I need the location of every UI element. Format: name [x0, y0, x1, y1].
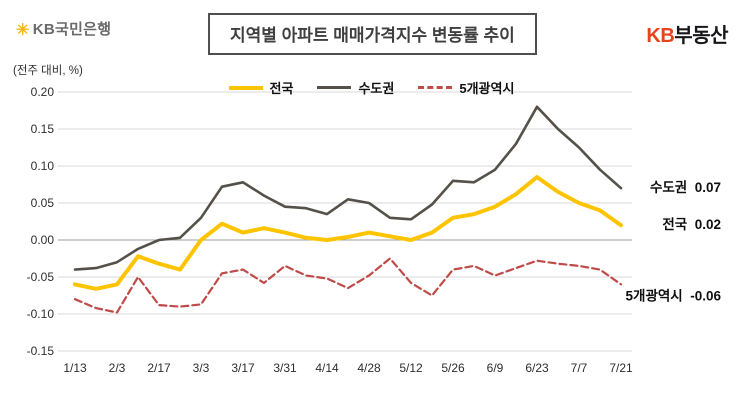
x-tick-label: 7/7	[571, 361, 588, 375]
y-tick-label: 0.20	[31, 85, 55, 99]
legend-label-five-metro-cities: 5개광역시	[459, 81, 515, 96]
y-tick-label: -0.05	[27, 270, 55, 284]
y-tick-label: 0.10	[31, 159, 55, 173]
x-tick-label: 4/14	[315, 361, 339, 375]
y-tick-label: 0.05	[31, 196, 55, 210]
end-label-capital-area: 수도권 0.07	[650, 180, 721, 195]
chart-legend: 전국 수도권 5개광역시	[0, 78, 743, 97]
series-line-nationwide	[73, 175, 623, 291]
legend-swatch-capital-area	[317, 86, 352, 89]
x-tick-label: 2/17	[147, 361, 171, 375]
y-tick-label: -0.15	[27, 344, 55, 358]
chart-title: 지역별 아파트 매매가격지수 변동률 추이	[208, 13, 537, 55]
y-tick-label: -0.10	[27, 307, 55, 321]
kb-realestate-kb-text: KB	[646, 25, 675, 47]
x-tick-label: 5/12	[399, 361, 423, 375]
kb-bank-logo-text: KB국민은행	[32, 21, 112, 38]
y-tick-label: 0.15	[31, 122, 55, 136]
x-tick-label: 6/23	[525, 361, 549, 375]
x-tick-label: 3/17	[231, 361, 255, 375]
end-label-five-metro-cities: 5개광역시 -0.06	[626, 287, 722, 303]
x-tick-label: 3/3	[193, 361, 210, 375]
y-axis-unit-label: (전주 대비, %)	[13, 65, 83, 77]
legend-item-nationwide: 전국	[228, 78, 294, 97]
x-tick-label: 5/26	[441, 361, 465, 375]
kb-star-icon: ✳	[16, 22, 30, 39]
kb-realestate-text: 부동산	[674, 25, 728, 47]
x-tick-label: 2/3	[109, 361, 126, 375]
kb-bank-logo: ✳ KB국민은행	[16, 18, 111, 40]
x-tick-label: 4/28	[357, 361, 381, 375]
legend-label-capital-area: 수도권	[358, 81, 395, 96]
kb-realestate-logo: KB부동산	[646, 19, 728, 48]
legend-swatch-five-metro-cities	[418, 86, 453, 89]
x-tick-label: 3/31	[273, 361, 297, 375]
legend-label-nationwide: 전국	[269, 81, 294, 96]
legend-swatch-nationwide	[228, 85, 263, 90]
end-label-nationwide: 전국 0.02	[662, 216, 721, 232]
series-line-capital-area	[73, 105, 623, 271]
series-line-five-metro-cities	[73, 257, 623, 314]
legend-item-five-metro-cities: 5개광역시	[418, 78, 514, 97]
legend-item-capital-area: 수도권	[317, 78, 394, 97]
y-tick-label: 0.00	[31, 233, 55, 247]
x-tick-label: 6/9	[487, 361, 504, 375]
x-tick-label: 7/21	[609, 361, 633, 375]
x-tick-label: 1/13	[63, 361, 87, 375]
